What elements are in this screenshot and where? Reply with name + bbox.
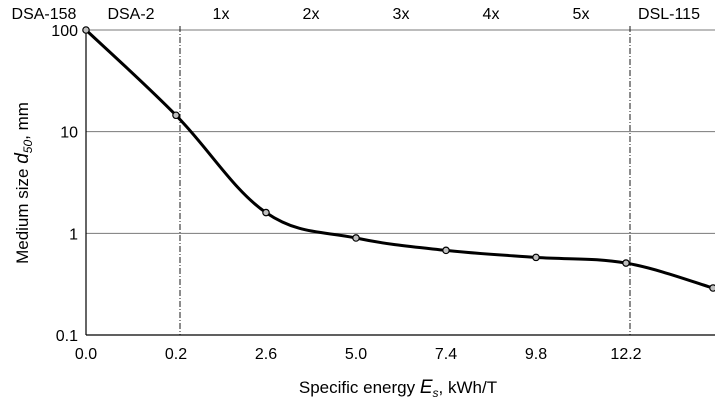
data-point (622, 259, 630, 267)
x-tick-label: 0.0 (75, 346, 97, 363)
stage-label: 4x (483, 6, 500, 23)
stage-label: DSA-2 (107, 6, 154, 23)
x-tick-label: 7.4 (435, 346, 457, 363)
x-tick-label: 5.0 (345, 346, 367, 363)
data-point (709, 284, 715, 292)
stage-label: DSA-158 (12, 6, 77, 23)
data-point (352, 234, 360, 242)
axes (85, 30, 715, 336)
x-axis-title: Specific energy Es, kWh/T (299, 377, 497, 400)
y-axis-title: Medium size d50, mm (12, 102, 35, 264)
stage-label: 5x (573, 6, 590, 23)
data-point (442, 246, 450, 255)
y-tick-label: 10 (60, 125, 78, 142)
x-tick-label: 12.2 (610, 346, 641, 363)
stage-labels: DSA-158 DSA-2 1x 2x 3x 4x 5x DSL-115 (12, 6, 701, 23)
y-tick-label: 1 (69, 226, 78, 243)
stage-label: 1x (213, 6, 230, 23)
y-tick-label: 100 (51, 23, 78, 40)
stage-label: 2x (303, 6, 320, 23)
data-point (532, 253, 540, 262)
data-point (172, 111, 180, 120)
data-point (82, 26, 90, 34)
data-markers (82, 26, 715, 292)
stage-dividers (179, 26, 631, 335)
x-tick-label: 9.8 (525, 346, 547, 363)
x-tick-labels: 0.0 0.2 2.6 5.0 7.4 9.8 12.2 (75, 346, 642, 363)
stage-label: DSL-115 (638, 6, 700, 23)
y-tick-labels: 0.1 1 10 100 (51, 23, 78, 345)
x-tick-label: 2.6 (255, 346, 277, 363)
y-tick-label: 0.1 (56, 328, 78, 345)
x-tick-label: 0.2 (165, 346, 187, 363)
stage-label: 3x (393, 6, 410, 23)
data-point (262, 208, 270, 217)
